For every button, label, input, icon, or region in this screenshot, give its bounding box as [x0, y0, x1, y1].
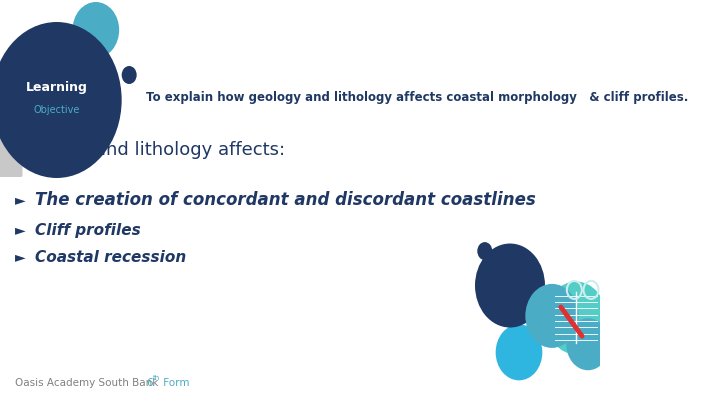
Text: th: th	[153, 375, 160, 381]
Circle shape	[526, 284, 579, 348]
Circle shape	[475, 243, 545, 328]
Circle shape	[122, 66, 137, 84]
Text: Oasis Academy South Bank: Oasis Academy South Bank	[15, 378, 161, 388]
Circle shape	[0, 22, 122, 178]
Text: ►: ►	[15, 223, 26, 237]
Circle shape	[73, 2, 120, 58]
Text: 6: 6	[146, 378, 153, 388]
Text: Objective: Objective	[33, 105, 80, 115]
Text: Geology and lithology affects:: Geology and lithology affects:	[15, 141, 285, 159]
Circle shape	[495, 324, 542, 380]
Text: Learning: Learning	[26, 81, 88, 94]
Text: ►: ►	[15, 193, 26, 207]
Text: The creation of concordant and discordant coastlines: The creation of concordant and discordan…	[35, 191, 536, 209]
Text: To explain how geology and lithology affects coastal morphology   & cliff profil: To explain how geology and lithology aff…	[146, 90, 688, 104]
Text: Coastal recession: Coastal recession	[35, 249, 186, 264]
Text: ►: ►	[15, 250, 26, 264]
Text: Cliff profiles: Cliff profiles	[35, 222, 140, 237]
Circle shape	[477, 242, 492, 260]
Circle shape	[546, 281, 606, 354]
FancyBboxPatch shape	[0, 78, 22, 177]
Text: Form: Form	[160, 378, 189, 388]
Circle shape	[567, 318, 610, 370]
